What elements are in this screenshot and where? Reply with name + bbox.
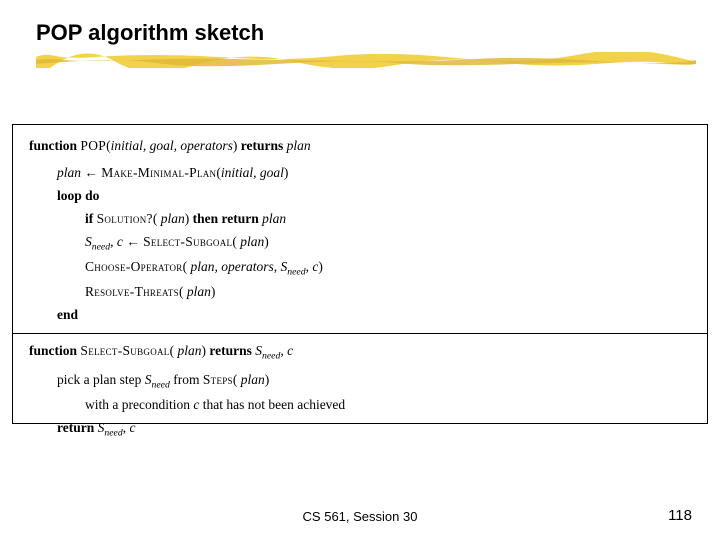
algorithm-line: return Sneed, c — [29, 417, 691, 442]
algorithm-divider — [13, 333, 707, 334]
function-header: function Select-Subgoal( plan) returns S… — [29, 340, 691, 365]
slide: POP algorithm sketch function POP(initia… — [0, 0, 720, 540]
function-header: function POP(initial, goal, operators) r… — [29, 135, 691, 158]
footer-course: CS 561, Session 30 — [0, 509, 720, 524]
algorithm-line: Resolve-Threats( plan) — [29, 281, 691, 304]
slide-title: POP algorithm sketch — [36, 20, 264, 46]
title-underline — [36, 52, 696, 68]
algorithm-line: pick a plan step Sneed from Steps( plan) — [29, 369, 691, 394]
footer-page-number: 118 — [668, 507, 692, 524]
algorithm-box: function POP(initial, goal, operators) r… — [12, 124, 708, 424]
algorithm-line: if Solution?( plan) then return plan — [29, 208, 691, 231]
algorithm-line: Sneed, c ← Select-Subgoal( plan) — [29, 231, 691, 256]
algorithm-line: loop do — [29, 185, 691, 208]
algorithm-line: Choose-Operator( plan, operators, Sneed,… — [29, 256, 691, 281]
algorithm-line: plan ← Make-Minimal-Plan(initial, goal) — [29, 162, 691, 185]
algorithm-line: with a precondition c that has not been … — [29, 394, 691, 417]
algorithm-line: end — [29, 304, 691, 327]
